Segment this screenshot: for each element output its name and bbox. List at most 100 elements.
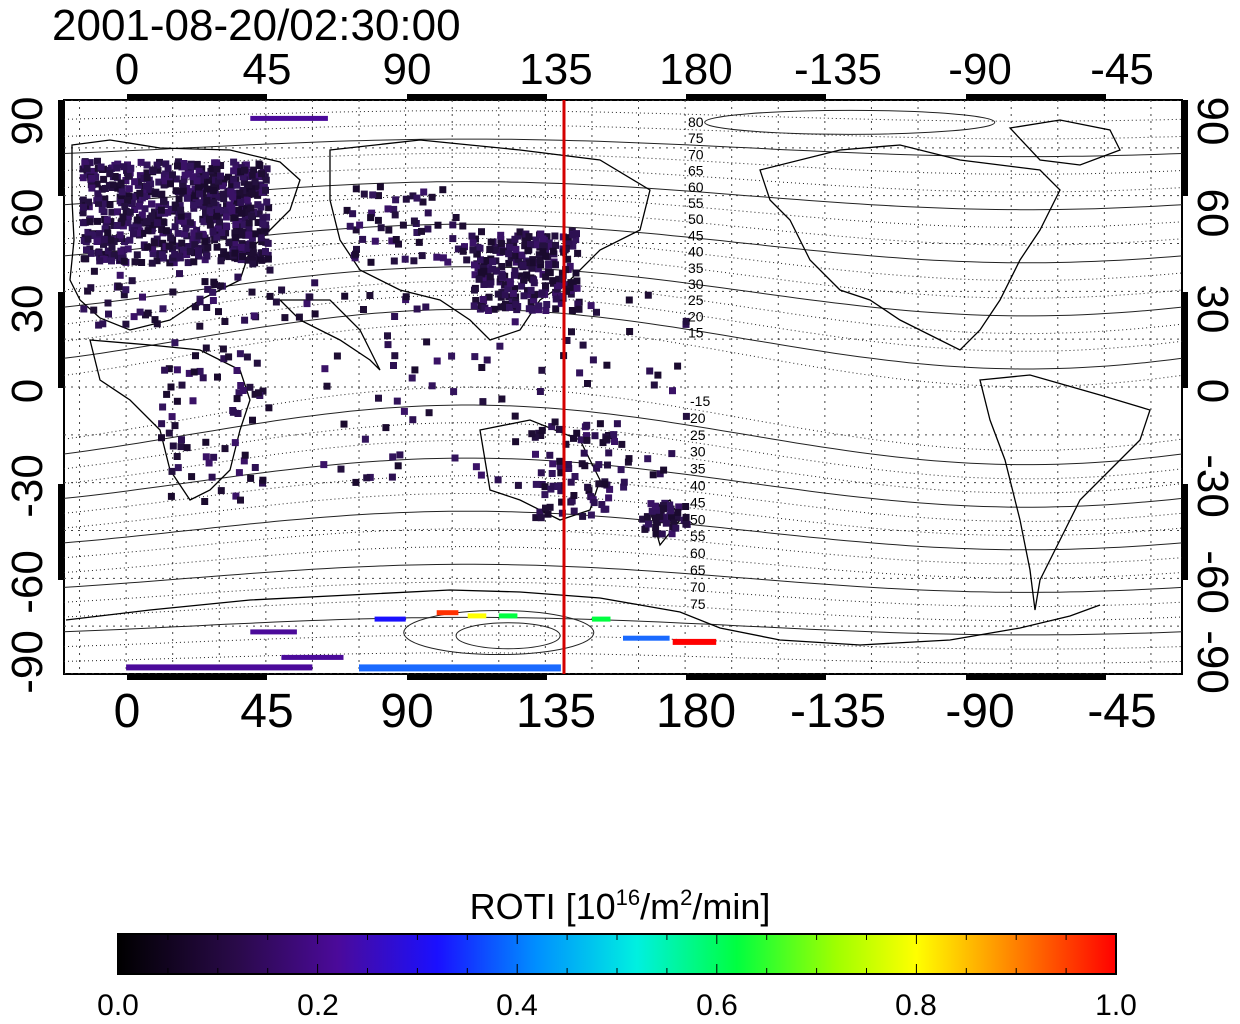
roti-cell	[206, 207, 214, 215]
roti-cell	[259, 387, 267, 395]
roti-cell	[480, 267, 488, 275]
mlat-label-north: 80	[688, 114, 704, 130]
roti-cell	[512, 301, 520, 309]
top-tick-1: 45	[242, 45, 292, 94]
roti-cell	[133, 216, 141, 224]
roti-cell	[472, 297, 480, 304]
roti-cell	[130, 230, 137, 238]
roti-cell	[519, 261, 527, 269]
roti-cell	[537, 261, 545, 269]
roti-cell	[392, 236, 400, 243]
roti-cell	[384, 205, 392, 213]
roti-cell	[537, 230, 545, 238]
roti-cell	[116, 231, 124, 239]
roti-cell	[0, 411, 2, 418]
roti-cell	[213, 212, 220, 220]
roti-cell	[136, 189, 144, 197]
roti-cell	[237, 382, 245, 389]
colorbar-label-end: /min]	[692, 886, 771, 927]
roti-cell	[363, 474, 371, 482]
roti-cell	[558, 270, 566, 277]
roti-cell	[178, 436, 185, 444]
roti-cell	[251, 230, 259, 238]
roti-cell	[532, 480, 540, 488]
roti-cell	[595, 480, 603, 488]
roti-cell	[79, 174, 87, 182]
colorbar-label-mid: /m	[640, 886, 681, 927]
roti-cell	[259, 476, 267, 484]
roti-cell	[566, 262, 574, 270]
roti-cell	[249, 172, 257, 180]
roti-cell	[489, 265, 496, 273]
roti-cell	[206, 221, 214, 229]
roti-cell	[232, 234, 240, 242]
roti-cell	[469, 246, 477, 254]
roti-cell	[169, 171, 176, 179]
roti-cell	[266, 266, 274, 274]
roti-cell	[377, 224, 385, 232]
roti-cell	[167, 234, 175, 242]
roti-cell	[360, 306, 367, 313]
roti-cell	[651, 502, 659, 510]
roti-cell	[394, 462, 402, 470]
roti-cell	[391, 313, 399, 320]
mlat-contour	[64, 493, 1182, 537]
roti-cell	[413, 229, 421, 236]
roti-cell	[203, 197, 211, 205]
roti-cell	[179, 246, 187, 254]
roti-cell	[530, 276, 538, 284]
roti-cell	[103, 216, 111, 224]
roti-cell	[639, 515, 647, 523]
roti-cell	[88, 184, 96, 192]
mlat-label-north: 25	[688, 292, 704, 308]
roti-cell	[199, 374, 207, 382]
mlat-label-north: 40	[688, 244, 704, 260]
roti-cell	[512, 438, 520, 446]
roti-cell	[323, 382, 331, 390]
mlat-label-south: 35	[690, 461, 706, 477]
roti-cell	[80, 305, 88, 313]
roti-cell	[501, 291, 509, 299]
mlat-contour	[64, 475, 1182, 522]
roti-cell	[375, 394, 382, 402]
roti-cell	[263, 165, 271, 173]
roti-cell	[202, 171, 210, 179]
roti-cell	[320, 461, 328, 469]
roti-cell	[257, 234, 265, 242]
roti-cell	[321, 365, 329, 373]
mlat-label-north: 55	[688, 195, 704, 211]
roti-cell	[231, 439, 239, 447]
roti-cell	[602, 505, 610, 513]
roti-cell	[255, 160, 263, 168]
mlat-label-north: 20	[688, 308, 704, 324]
roti-cell	[250, 166, 258, 174]
top-tick-0: 0	[114, 45, 140, 94]
roti-cell	[497, 231, 505, 239]
roti-cell	[573, 284, 581, 292]
roti-cell	[202, 209, 209, 217]
roti-cell	[213, 165, 221, 173]
roti-cell	[524, 287, 531, 295]
roti-cell	[478, 364, 486, 371]
roti-cell	[587, 302, 595, 310]
roti-cell	[183, 243, 191, 251]
roti-cell	[549, 460, 557, 468]
roti-cell	[511, 235, 519, 243]
roti-cell	[235, 389, 243, 397]
roti-cell	[96, 257, 104, 265]
roti-cell	[360, 190, 368, 198]
roti-cell	[219, 190, 227, 198]
roti-cell	[352, 478, 360, 486]
roti-cell	[666, 501, 674, 509]
roti-cell	[675, 503, 683, 511]
roti-cell	[186, 219, 194, 227]
roti-cell	[530, 259, 537, 267]
roti-cell	[143, 182, 150, 190]
roti-cell	[565, 465, 573, 472]
roti-cell	[518, 251, 526, 259]
roti-cell	[576, 369, 584, 377]
roti-cell	[202, 344, 210, 352]
roti-cell	[241, 316, 249, 324]
roti-cell	[128, 200, 136, 207]
roti-cell	[366, 473, 374, 481]
